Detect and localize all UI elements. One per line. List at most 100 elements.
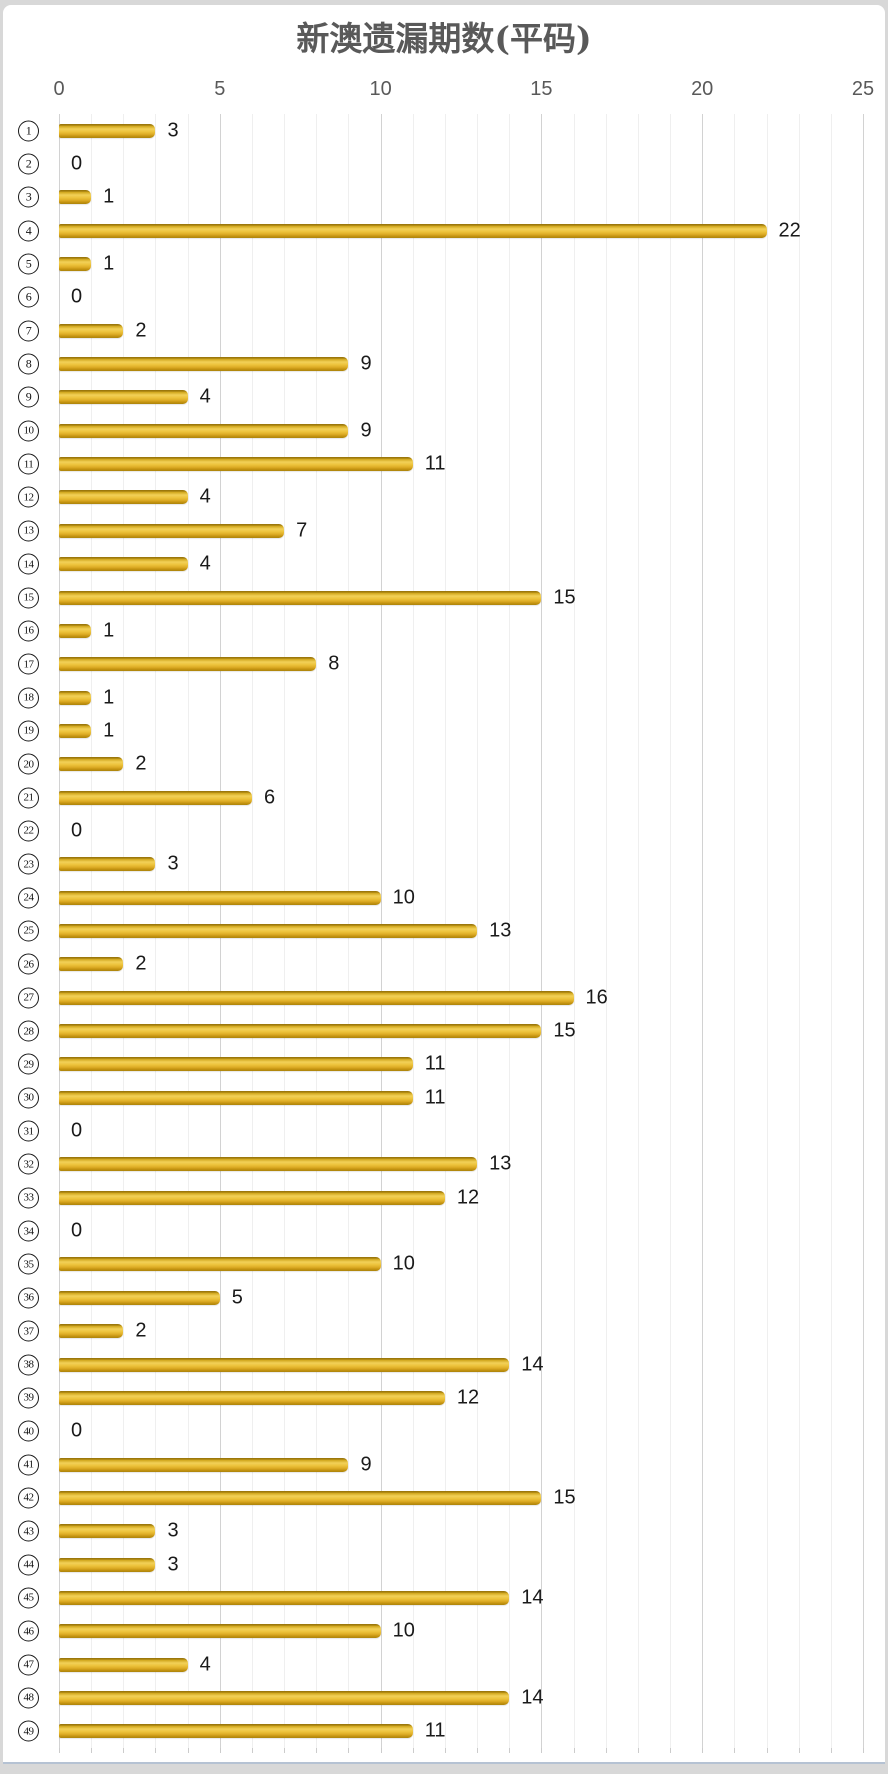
value-label: 8 bbox=[328, 652, 340, 675]
chart-frame: 新澳遗漏期数(平码) 0 5 10 15 20 25 1 3 2 0 3 1 4 22 5 1 6 0 7 2 8 9 9… bbox=[3, 5, 885, 1764]
value-label: 11 bbox=[424, 452, 446, 475]
bar bbox=[59, 423, 349, 438]
value-label: 15 bbox=[553, 1486, 576, 1509]
category-label: 19 bbox=[18, 720, 39, 742]
chart-row: 29 11 bbox=[3, 1048, 885, 1081]
major-gridline bbox=[541, 114, 543, 1753]
category-label: 43 bbox=[18, 1520, 39, 1542]
category-label: 4 bbox=[18, 220, 39, 242]
category-label: 8 bbox=[18, 353, 39, 375]
chart-row: 42 15 bbox=[3, 1481, 885, 1514]
value-label: 16 bbox=[585, 986, 608, 1009]
chart-row: 39 12 bbox=[3, 1381, 885, 1414]
category-label: 26 bbox=[18, 953, 39, 975]
value-label: 4 bbox=[199, 552, 211, 575]
value-label: 9 bbox=[360, 1453, 372, 1476]
category-label: 16 bbox=[18, 620, 39, 642]
value-label: 7 bbox=[296, 519, 308, 542]
bar bbox=[59, 523, 285, 538]
value-label: 14 bbox=[521, 1686, 544, 1709]
chart-row: 45 14 bbox=[3, 1581, 885, 1614]
bar bbox=[59, 890, 381, 905]
chart-row: 23 3 bbox=[3, 848, 885, 881]
category-label: 12 bbox=[18, 486, 39, 508]
value-label: 1 bbox=[103, 619, 115, 642]
category-label: 25 bbox=[18, 920, 39, 942]
chart-row: 36 5 bbox=[3, 1281, 885, 1314]
chart-row: 12 4 bbox=[3, 481, 885, 514]
category-label: 7 bbox=[18, 320, 39, 342]
value-label: 0 bbox=[71, 819, 83, 842]
chart-row: 44 3 bbox=[3, 1548, 885, 1581]
value-label: 2 bbox=[135, 752, 147, 775]
bar bbox=[59, 1524, 156, 1539]
value-label: 0 bbox=[71, 285, 83, 308]
value-label: 15 bbox=[553, 586, 576, 609]
bar bbox=[59, 490, 188, 505]
category-label: 3 bbox=[18, 186, 39, 208]
minor-gridline bbox=[573, 114, 575, 1753]
chart-row: 43 3 bbox=[3, 1515, 885, 1548]
bar bbox=[59, 1624, 381, 1639]
value-label: 5 bbox=[231, 1286, 243, 1309]
bar bbox=[59, 1724, 413, 1739]
category-label: 45 bbox=[18, 1587, 39, 1609]
category-label: 17 bbox=[18, 653, 39, 675]
value-label: 22 bbox=[778, 219, 801, 242]
value-label: 12 bbox=[456, 1186, 480, 1209]
bar bbox=[59, 1657, 188, 1672]
value-label: 10 bbox=[392, 1252, 415, 1275]
bar bbox=[59, 1557, 156, 1572]
chart-row: 14 4 bbox=[3, 548, 885, 581]
value-label: 13 bbox=[489, 1152, 512, 1175]
bar bbox=[59, 323, 124, 338]
bar bbox=[59, 623, 92, 638]
value-label: 0 bbox=[71, 1419, 83, 1442]
category-label: 11 bbox=[18, 453, 39, 475]
value-label: 9 bbox=[360, 419, 372, 442]
value-label: 1 bbox=[103, 185, 115, 208]
minor-gridline bbox=[766, 114, 768, 1753]
chart-row: 20 2 bbox=[3, 748, 885, 781]
value-label: 9 bbox=[360, 352, 372, 375]
value-label: 2 bbox=[135, 319, 147, 342]
value-label: 0 bbox=[71, 152, 83, 175]
bar bbox=[59, 723, 92, 738]
bar bbox=[59, 1690, 510, 1705]
minor-gridline bbox=[477, 114, 479, 1753]
value-label: 3 bbox=[167, 1553, 179, 1576]
value-label: 11 bbox=[424, 1719, 446, 1742]
category-label: 27 bbox=[18, 987, 39, 1009]
chart-row: 13 7 bbox=[3, 514, 885, 547]
value-label: 1 bbox=[103, 719, 115, 742]
chart-row: 37 2 bbox=[3, 1314, 885, 1347]
value-label: 11 bbox=[424, 1052, 446, 1075]
chart-row: 33 12 bbox=[3, 1181, 885, 1214]
minor-gridline bbox=[734, 114, 736, 1753]
chart-row: 25 13 bbox=[3, 914, 885, 947]
value-label: 2 bbox=[135, 952, 147, 975]
chart-row: 15 15 bbox=[3, 581, 885, 614]
x-axis: 0 5 10 15 20 25 bbox=[3, 74, 885, 104]
category-label: 5 bbox=[18, 253, 39, 275]
category-label: 41 bbox=[18, 1454, 39, 1476]
value-label: 15 bbox=[553, 1019, 576, 1042]
category-label: 48 bbox=[18, 1687, 39, 1709]
chart-row: 11 11 bbox=[3, 447, 885, 480]
minor-gridline bbox=[605, 114, 607, 1753]
bar bbox=[59, 190, 92, 205]
bar bbox=[59, 1324, 124, 1339]
category-label: 15 bbox=[18, 587, 39, 609]
value-label: 10 bbox=[392, 886, 415, 909]
minor-gridline bbox=[637, 114, 639, 1753]
category-label: 46 bbox=[18, 1620, 39, 1642]
x-axis-tick-label: 15 bbox=[530, 78, 553, 100]
category-label: 38 bbox=[18, 1354, 39, 1375]
bar bbox=[59, 1090, 413, 1105]
plot-area: 1 3 2 0 3 1 4 22 5 1 6 0 7 2 8 9 9 4 10 9 11 11 12 4 13 7 14 4 15 15 1… bbox=[3, 114, 885, 1753]
chart-row: 31 0 bbox=[3, 1114, 885, 1147]
minor-gridline bbox=[830, 114, 832, 1753]
